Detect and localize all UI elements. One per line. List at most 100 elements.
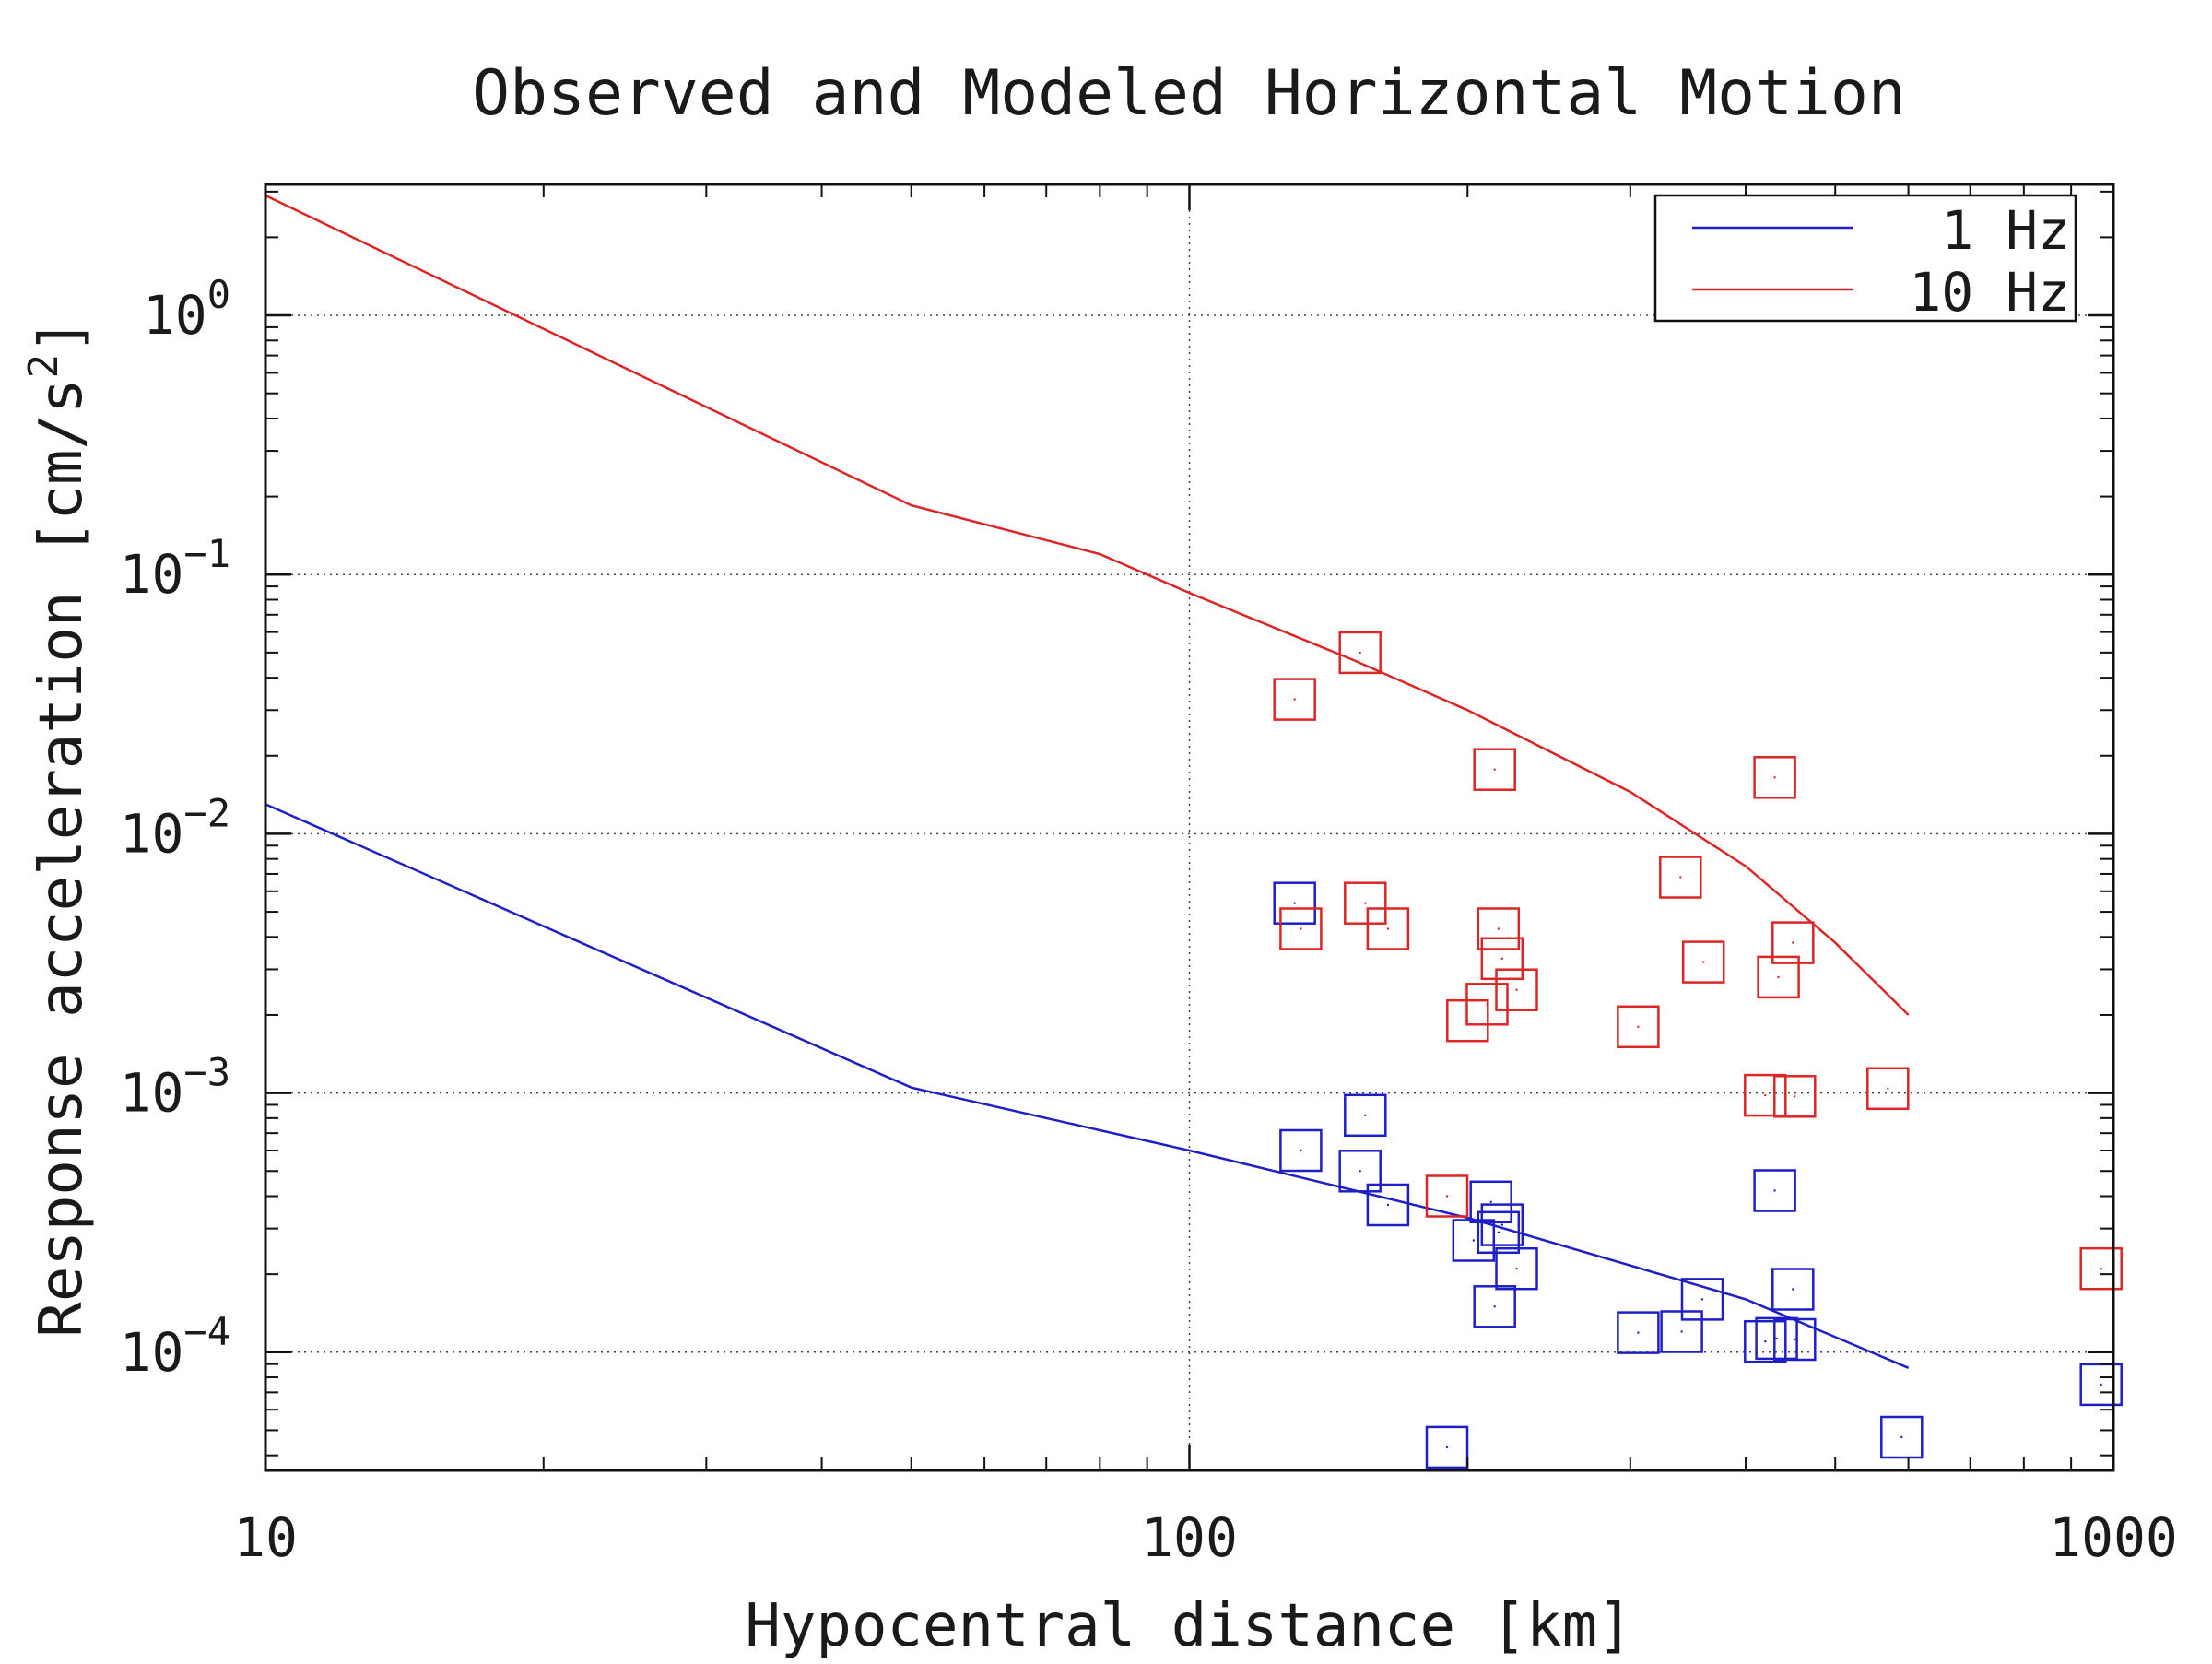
legend-label-1hz: 1 Hz <box>1941 199 2070 262</box>
observed-point-10hz <box>1757 955 1800 999</box>
observed-point-10hz-center <box>1493 768 1496 771</box>
observed-point-10hz-center <box>1679 876 1682 879</box>
observed-point-1hz-center <box>1775 1337 1778 1340</box>
observed-point-1hz <box>1452 1219 1496 1262</box>
observed-point-10hz <box>1753 756 1796 799</box>
observed-point-10hz-center <box>1637 1025 1640 1029</box>
observed-point-10hz <box>1279 907 1323 950</box>
observed-point-10hz-center <box>1364 902 1367 904</box>
observed-point-1hz <box>1771 1268 1815 1311</box>
observed-point-10hz-center <box>1794 1095 1796 1098</box>
observed-point-1hz <box>1617 1311 1660 1354</box>
observed-point-10hz-center <box>1466 1020 1469 1022</box>
observed-point-10hz <box>1338 631 1382 675</box>
observed-point-1hz-center <box>1493 1305 1496 1308</box>
observed-point-1hz <box>1880 1415 1924 1459</box>
observed-point-1hz-center <box>1792 1288 1794 1291</box>
observed-point-10hz <box>1425 1174 1469 1218</box>
observed-point-10hz <box>1477 907 1521 950</box>
observed-point-10hz <box>2079 1246 2123 1291</box>
y-tick-label: 10−4 <box>120 1309 230 1384</box>
observed-point-1hz <box>1477 1210 1521 1255</box>
observed-point-10hz <box>1659 856 1702 899</box>
observed-point-10hz <box>1473 748 1516 791</box>
y-tick-label: 10−1 <box>120 531 230 606</box>
observed-point-10hz <box>1366 907 1410 950</box>
observed-point-1hz <box>1680 1278 1724 1321</box>
observed-point-1hz-center <box>1364 1114 1367 1117</box>
observed-point-1hz-center <box>1700 1298 1704 1301</box>
observed-point-1hz-center <box>1680 1330 1683 1333</box>
y-tick-label: 10−2 <box>120 790 230 865</box>
y-axis-label-main: Response acceleration [cm/s <box>28 378 96 1337</box>
legend-box <box>1653 194 2077 323</box>
observed-point-1hz-center <box>1497 1231 1500 1234</box>
observed-point-1hz-center <box>1300 1149 1302 1152</box>
y-tick-label-base: 10 <box>120 1062 184 1125</box>
observed-point-1hz <box>1773 1317 1817 1362</box>
grid-layer <box>265 184 2113 1470</box>
x-tick-label: 10 <box>233 1506 298 1569</box>
y-tick-label-base: 10 <box>120 1321 184 1384</box>
observed-point-10hz-center <box>1300 927 1302 930</box>
y-tick-label-exponent: 0 <box>207 272 230 317</box>
y-tick-label-base: 10 <box>120 543 184 606</box>
observed-point-1hz-center <box>1359 1170 1361 1173</box>
observed-point-10hz <box>1744 1073 1787 1117</box>
observed-point-10hz <box>1771 921 1815 964</box>
observed-point-1hz <box>1338 1150 1382 1193</box>
y-tick-label-exponent: −2 <box>183 790 230 835</box>
observed-point-10hz-center <box>1500 957 1504 961</box>
legend-label-10hz: 10 Hz <box>1909 261 2070 324</box>
observed-point-10hz <box>1273 678 1316 721</box>
observed-point-10hz-center <box>1777 975 1780 979</box>
observed-point-1hz-center <box>1515 1268 1518 1270</box>
observed-points-layer <box>1273 631 2123 1469</box>
observed-point-1hz <box>1279 1128 1323 1173</box>
y-tick-label: 10−3 <box>120 1050 230 1125</box>
y-tick-label-base: 10 <box>120 802 184 865</box>
observed-point-1hz-center <box>1900 1435 1903 1439</box>
observed-point-10hz <box>1617 1005 1660 1049</box>
observed-point-10hz <box>1446 998 1489 1043</box>
observed-point-10hz <box>1480 937 1524 981</box>
y-axis-label: Response acceleration [cm/s2] <box>20 318 96 1337</box>
observed-point-1hz-center <box>1794 1338 1796 1341</box>
observed-point-10hz <box>1773 1075 1817 1118</box>
observed-point-1hz-center <box>1500 1223 1504 1226</box>
observed-point-10hz-center <box>1764 1093 1767 1097</box>
model-line-10hz <box>265 194 1910 1016</box>
observed-point-1hz <box>1273 881 1316 925</box>
observed-point-10hz-center <box>1515 988 1518 991</box>
observed-point-1hz-center <box>1445 1446 1449 1449</box>
observed-point-10hz-center <box>1497 927 1500 930</box>
observed-point-1hz-center <box>1489 1200 1492 1204</box>
observed-point-10hz-center <box>1702 961 1705 963</box>
y-tick-label-base: 10 <box>143 284 207 347</box>
y-tick-label-exponent: −4 <box>183 1309 230 1354</box>
observed-point-10hz-center <box>2100 1268 2102 1270</box>
observed-point-10hz <box>1681 940 1725 984</box>
observed-point-10hz <box>1866 1067 1910 1111</box>
model-line-1hz <box>265 803 1910 1369</box>
x-tick-label: 100 <box>1141 1506 1238 1569</box>
observed-point-10hz-center <box>1773 776 1776 779</box>
observed-point-1hz <box>1495 1246 1538 1291</box>
observed-point-1hz <box>1480 1203 1524 1246</box>
x-axis-label: Hypocentral distance [km] <box>745 1592 1632 1659</box>
observed-point-1hz <box>1366 1183 1410 1227</box>
observed-point-1hz <box>1425 1425 1469 1469</box>
ticks-layer <box>264 184 2115 1470</box>
observed-point-1hz-center <box>2100 1383 2102 1387</box>
model-lines-layer <box>265 194 1910 1369</box>
observed-point-10hz-center <box>1386 927 1390 930</box>
legend: 1 Hz 10 Hz <box>1653 194 2077 324</box>
observed-point-1hz <box>1473 1285 1516 1328</box>
y-tick-label: 100 <box>143 272 230 347</box>
observed-point-10hz-center <box>1445 1195 1449 1198</box>
y-tick-label-exponent: −3 <box>183 1050 230 1095</box>
x-tick-label: 1000 <box>2049 1506 2178 1569</box>
